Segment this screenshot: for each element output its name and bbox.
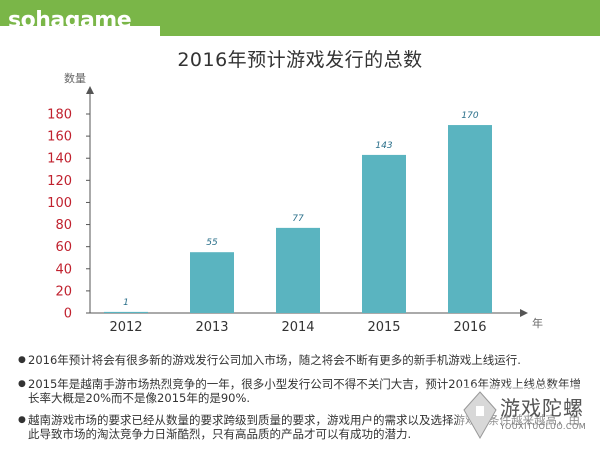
x-tick-label: 2014	[281, 320, 314, 335]
x-axis-arrow	[520, 309, 528, 317]
x-axis-label: 年	[532, 316, 543, 330]
y-tick-label: 40	[55, 262, 72, 277]
bar	[190, 252, 234, 313]
y-axis-label: 数量	[64, 72, 86, 85]
y-tick-label: 0	[64, 307, 72, 322]
data-label: 55	[206, 238, 218, 248]
y-tick-label: 120	[47, 174, 72, 189]
y-tick-label: 180	[47, 108, 72, 123]
bullet-item: 2015年是越南手游市场热烈竞争的一年，很多小型发行公司不得不关门大吉，预计20…	[18, 377, 588, 405]
data-label: 170	[461, 111, 478, 121]
y-tick-label: 20	[55, 284, 72, 299]
y-tick-label: 60	[55, 240, 72, 255]
y-tick-label: 80	[55, 218, 72, 233]
x-tick-label: 2015	[367, 320, 400, 335]
data-label: 143	[375, 141, 392, 151]
header-notch	[0, 26, 160, 42]
bar	[448, 125, 492, 313]
y-tick-label: 140	[47, 152, 72, 167]
x-tick-label: 2016	[453, 320, 486, 335]
watermark-name: 游戏陀螺	[500, 396, 584, 420]
watermark-url: YOUXITUOLUO.COM	[500, 422, 587, 431]
bar	[104, 311, 148, 313]
x-tick-label: 2013	[195, 320, 228, 335]
bullet-item: 越南游戏市场的要求已经从数量的要求跨级到质量的要求，游戏用户的需求以及选择游戏的…	[18, 413, 588, 441]
data-label: 1	[123, 298, 129, 308]
y-axis-arrow	[86, 86, 94, 94]
bar-chart: 数量年 0 20 40 60 80 100 120 140 160 180 1 2012 55 2013 77…	[47, 72, 543, 335]
bullet-item: 2016年预计将会有很多新的游戏发行公司加入市场，随之将会不断有更多的新手机游戏…	[18, 353, 521, 367]
spinning-top-icon	[463, 391, 497, 440]
chart-title: 2016年预计游戏发行的总数	[177, 49, 423, 71]
x-tick-label: 2012	[109, 320, 142, 335]
y-tick-label: 160	[47, 130, 72, 145]
bar	[362, 154, 406, 313]
y-tick-label: 100	[47, 196, 72, 211]
brand-logo: sohagame	[8, 8, 132, 33]
watermark: 游戏陀螺 YOUXITUOLUO.COM	[458, 386, 598, 444]
bar	[276, 227, 320, 313]
data-label: 77	[292, 214, 304, 224]
